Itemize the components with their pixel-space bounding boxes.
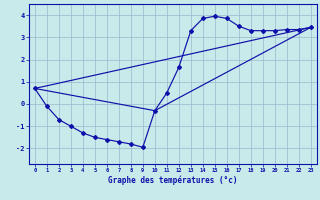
X-axis label: Graphe des températures (°c): Graphe des températures (°c) <box>108 176 237 185</box>
